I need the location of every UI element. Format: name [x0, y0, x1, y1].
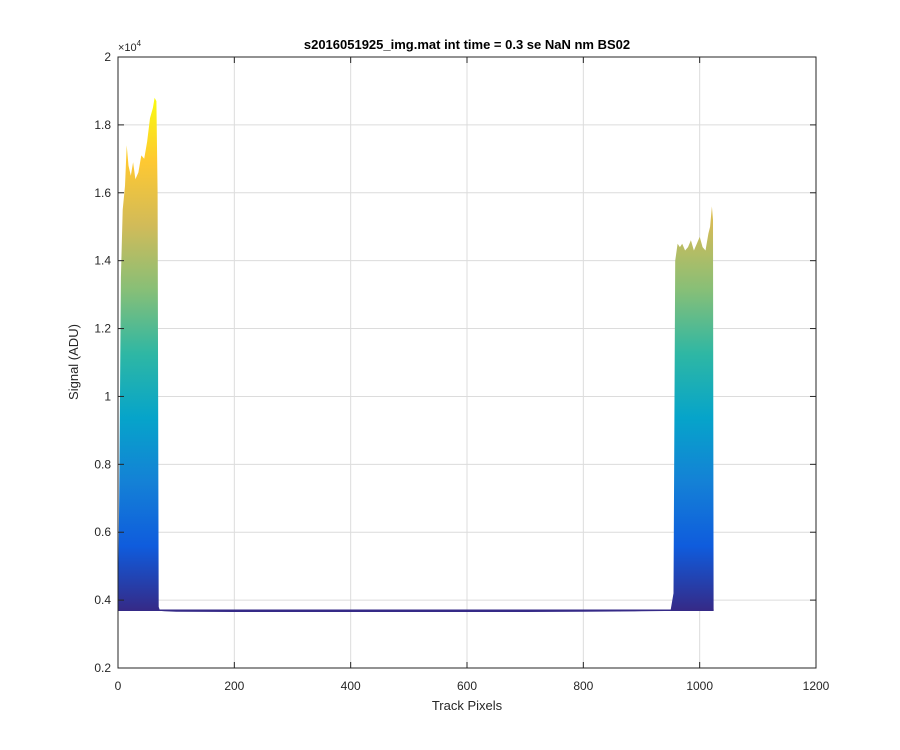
x-tick-labels: 0 200 400 600 800 1000 1200 [115, 679, 830, 693]
data-layer [118, 97, 714, 612]
x-tick-label: 200 [224, 679, 244, 693]
y-tick-label: 2 [104, 50, 111, 64]
y-tick-label: 1.2 [94, 322, 111, 336]
y-exponent-label: ×104 [118, 39, 142, 54]
y-tick-label: 0.8 [94, 457, 111, 471]
tick-marks [117, 56, 817, 669]
x-tick-label: 1200 [803, 679, 830, 693]
y-tick-label: 1.8 [94, 118, 111, 132]
y-tick-labels: 0.2 0.4 0.6 0.8 1 1.2 1.4 1.6 1.8 2 [94, 50, 111, 675]
y-tick-label: 0.2 [94, 661, 111, 675]
y-tick-label: 1 [104, 389, 111, 403]
y-tick-label: 1.4 [94, 254, 111, 268]
chart-title: s2016051925_img.mat int time = 0.3 se Na… [304, 37, 630, 52]
x-tick-label: 400 [341, 679, 361, 693]
y-tick-label: 0.4 [94, 593, 111, 607]
y-axis-label: Signal (ADU) [66, 324, 81, 400]
y-tick-label: 0.6 [94, 525, 111, 539]
x-axis-label: Track Pixels [432, 698, 503, 713]
x-tick-label: 600 [457, 679, 477, 693]
x-tick-label: 800 [573, 679, 593, 693]
y-tick-label: 1.6 [94, 186, 111, 200]
x-tick-label: 1000 [686, 679, 713, 693]
x-tick-label: 0 [115, 679, 122, 693]
